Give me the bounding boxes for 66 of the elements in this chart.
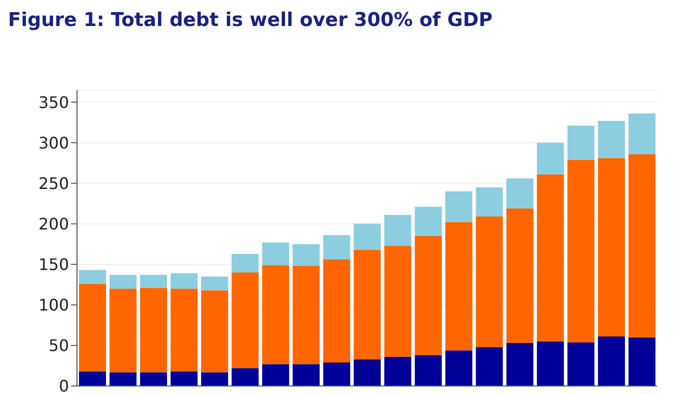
bar [232, 368, 259, 386]
bar [445, 222, 472, 350]
y-tick-label: 350 [38, 92, 69, 112]
bar [536, 341, 564, 386]
bar [476, 347, 503, 386]
bar [414, 206, 442, 236]
bar [201, 290, 228, 372]
bar [292, 266, 320, 364]
bar [232, 254, 259, 272]
bar [262, 265, 290, 364]
bar [506, 208, 534, 344]
y-tick-label: 50 [48, 336, 69, 356]
bar [567, 126, 594, 160]
bar [567, 342, 594, 386]
bar [201, 372, 228, 386]
bar [476, 187, 503, 217]
bar [170, 288, 198, 372]
bar [628, 337, 656, 386]
bar [170, 273, 198, 289]
bar [292, 244, 320, 266]
chart-title: Figure 1: Total debt is well over 300% of GDP [8, 8, 493, 32]
bar [354, 359, 381, 386]
bar [140, 288, 168, 372]
bar [598, 120, 625, 158]
bar [262, 364, 290, 386]
bar [140, 274, 168, 288]
bar [384, 246, 412, 357]
y-tick-label: 100 [38, 296, 69, 315]
bar [201, 276, 228, 290]
bar [323, 235, 350, 260]
bar [384, 214, 412, 246]
y-tick-label: 200 [38, 214, 69, 234]
bar [79, 284, 106, 372]
y-tick-label: 0 [58, 376, 69, 394]
bar [79, 270, 106, 284]
bar [110, 372, 137, 386]
bar [232, 272, 259, 368]
bar [628, 114, 656, 154]
bar [506, 178, 534, 208]
y-tick-label: 300 [38, 133, 69, 152]
bar [567, 160, 594, 342]
bar [536, 174, 564, 342]
bar [140, 372, 168, 386]
bar [445, 191, 472, 222]
bar [354, 224, 381, 250]
bar [445, 350, 472, 386]
bar [598, 158, 625, 337]
bar [79, 371, 106, 386]
bar [628, 154, 656, 338]
bar [110, 288, 137, 372]
bar [262, 242, 290, 266]
bar [354, 250, 381, 360]
y-tick-label: 250 [38, 174, 69, 193]
bar [506, 343, 534, 386]
bar [476, 216, 503, 348]
y-tick-label: 150 [38, 255, 69, 274]
bar [110, 274, 137, 289]
bar [323, 259, 350, 362]
bar [598, 336, 625, 386]
bar [170, 371, 198, 386]
bar [536, 142, 564, 174]
bar [323, 362, 350, 386]
bar [414, 236, 442, 356]
bar [292, 364, 320, 386]
bar [384, 356, 412, 386]
bar [414, 355, 442, 386]
